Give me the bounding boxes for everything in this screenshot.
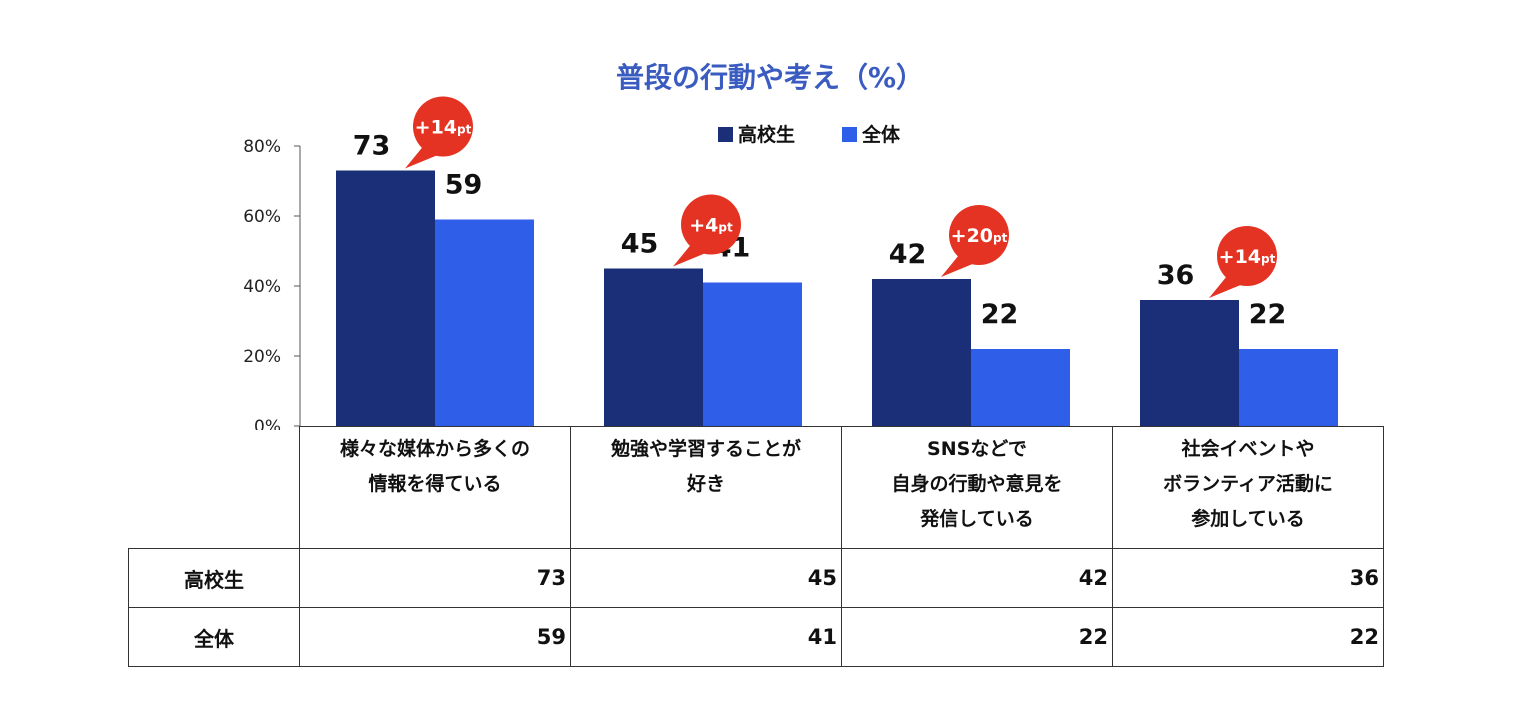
legend-label: 全体 <box>861 123 901 146</box>
table-value-cell: 42 <box>841 548 1113 608</box>
table-category-row: 様々な媒体から多くの 情報を得ている 勉強や学習することが 好き SNSなどで … <box>128 426 1384 549</box>
chart-title: 普段の行動や考え（%） <box>615 61 925 94</box>
category-label-line: 勉強や学習することが <box>610 438 801 460</box>
bar <box>1140 300 1239 426</box>
data-label: 45 <box>621 229 659 260</box>
category-label-line: 情報を得ている <box>368 473 502 495</box>
data-label: 22 <box>981 299 1019 330</box>
y-tick-label: 40% <box>243 277 281 297</box>
table-value-cell: 41 <box>570 607 842 667</box>
data-label: 73 <box>353 131 391 162</box>
difference-badge <box>949 205 1009 265</box>
table-row-header: 高校生 <box>128 548 300 608</box>
data-label: 42 <box>889 239 927 270</box>
bar <box>435 219 534 426</box>
bar <box>336 170 435 426</box>
category-label-line: 様々な媒体から多くの <box>339 438 530 460</box>
category-label-line: ボランティア活動に <box>1163 473 1333 495</box>
bar <box>872 279 971 426</box>
table-value-cell: 22 <box>1112 607 1384 667</box>
category-label-line: 社会イベントや <box>1181 438 1315 460</box>
bar <box>1239 349 1338 426</box>
difference-badge <box>413 96 473 157</box>
data-label: 59 <box>445 170 483 201</box>
bar <box>703 282 802 426</box>
table-value-cell: 59 <box>299 607 571 667</box>
legend-label: 高校生 <box>738 123 795 146</box>
data-label: 36 <box>1157 260 1195 291</box>
legend-swatch <box>718 127 733 142</box>
category-label-line: 好き <box>686 473 725 495</box>
data-table: 様々な媒体から多くの 情報を得ている 勉強や学習することが 好き SNSなどで … <box>128 426 1384 667</box>
difference-label: +14pt <box>415 117 472 139</box>
table-row: 全体 59 41 22 22 <box>128 607 1384 667</box>
difference-label: +14pt <box>1219 246 1276 268</box>
legend-swatch <box>842 127 857 142</box>
y-tick-label: 60% <box>243 207 281 227</box>
difference-label: +20pt <box>951 225 1008 247</box>
difference-badge <box>681 194 741 255</box>
table-row: 高校生 73 45 42 36 <box>128 548 1384 608</box>
table-value-cell: 73 <box>299 548 571 608</box>
table-category-cell: SNSなどで 自身の行動や意見を 発信している <box>841 426 1113 549</box>
category-label-line: 発信している <box>920 508 1034 530</box>
table-value-cell: 45 <box>570 548 842 608</box>
table-value-cell: 22 <box>841 607 1113 667</box>
bar <box>604 268 703 426</box>
category-label-line: 自身の行動や意見を <box>891 473 1063 495</box>
y-tick-label: 20% <box>243 347 281 367</box>
category-label-line: 参加している <box>1191 508 1305 530</box>
difference-label: +4pt <box>689 215 733 237</box>
table-category-cell: 社会イベントや ボランティア活動に 参加している <box>1112 426 1384 549</box>
table-corner-cell <box>128 426 300 549</box>
data-label: 22 <box>1249 299 1287 330</box>
category-label-line: SNSなどで <box>927 438 1027 460</box>
bar <box>971 349 1070 426</box>
y-tick-label: 80% <box>243 137 281 157</box>
table-value-cell: 36 <box>1112 548 1384 608</box>
table-category-cell: 勉強や学習することが 好き <box>570 426 842 549</box>
table-category-cell: 様々な媒体から多くの 情報を得ている <box>299 426 571 549</box>
difference-badge <box>1217 226 1277 286</box>
table-row-header: 全体 <box>128 607 300 667</box>
